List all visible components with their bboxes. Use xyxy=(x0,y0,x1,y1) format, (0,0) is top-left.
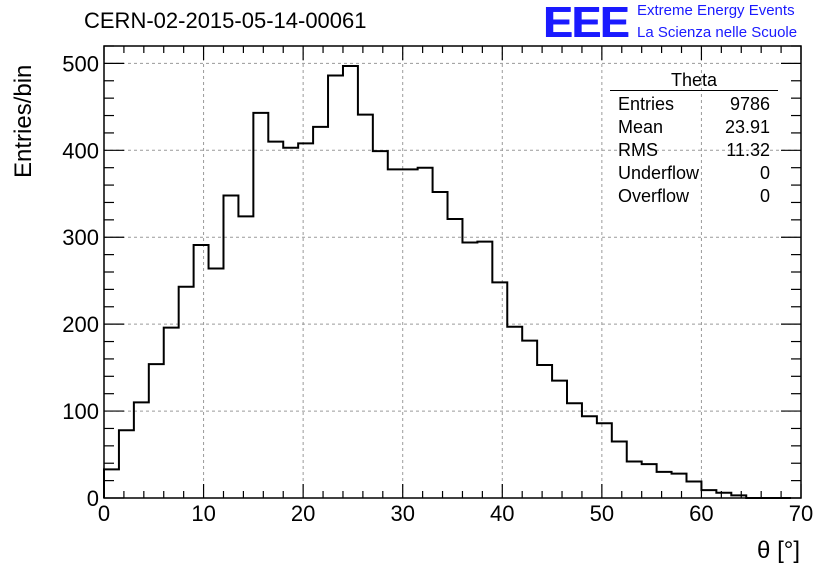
eee-logo-mark: EEE xyxy=(543,0,629,47)
y-tick-labels: 0 100 200 300 400 500 xyxy=(62,51,99,511)
stats-value: 9786 xyxy=(729,94,770,114)
y-tick-label: 400 xyxy=(62,138,99,163)
stats-value: 0 xyxy=(759,186,770,206)
stats-row-mean: Mean 23.91 xyxy=(610,116,778,139)
stats-label: Underflow xyxy=(618,163,700,183)
grid-lines xyxy=(104,46,801,498)
stats-value: 11.32 xyxy=(726,140,770,160)
x-tick-labels: 0 10 20 30 40 50 60 70 xyxy=(98,501,813,526)
stats-label: RMS xyxy=(618,140,658,160)
x-tick-label: 70 xyxy=(789,501,813,526)
y-tick-label: 300 xyxy=(62,225,99,250)
stats-label: Overflow xyxy=(618,186,690,206)
y-axis-label: Entries/bin xyxy=(10,65,37,178)
y-tick-label: 200 xyxy=(62,312,99,337)
stats-title: Theta xyxy=(610,70,778,91)
logo-line-2: La Scienza nelle Scuole xyxy=(637,24,798,41)
stats-value: 23.91 xyxy=(724,117,770,137)
stats-row-entries: Entries 9786 xyxy=(610,93,778,116)
x-tick-label: 0 xyxy=(98,501,110,526)
stats-label: Mean xyxy=(618,117,664,137)
plot-frame xyxy=(103,45,802,499)
logo-line-1: Extreme Energy Events xyxy=(637,2,795,19)
stats-label: Entries xyxy=(618,94,675,114)
y-tick-label: 100 xyxy=(62,399,99,424)
x-tick-label: 30 xyxy=(390,501,414,526)
x-tick-label: 10 xyxy=(191,501,215,526)
y-tick-label: 0 xyxy=(87,486,99,511)
stats-box: Theta Entries 9786 Mean 23.91 RMS 11.32 … xyxy=(610,70,778,208)
stats-row-overflow: Overflow 0 xyxy=(610,185,778,208)
stats-value: 0 xyxy=(759,163,770,183)
y-tick-label: 500 xyxy=(62,51,99,76)
x-tick-label: 40 xyxy=(490,501,514,526)
chart-title: CERN-02-2015-05-14-00061 xyxy=(84,8,367,33)
x-tick-label: 60 xyxy=(689,501,713,526)
histogram-series xyxy=(103,64,792,499)
x-axis-label: θ [°] xyxy=(757,537,800,564)
stats-row-underflow: Underflow 0 xyxy=(610,162,778,185)
x-tick-label: 50 xyxy=(590,501,614,526)
x-tick-label: 20 xyxy=(291,501,315,526)
stats-row-rms: RMS 11.32 xyxy=(610,139,778,162)
